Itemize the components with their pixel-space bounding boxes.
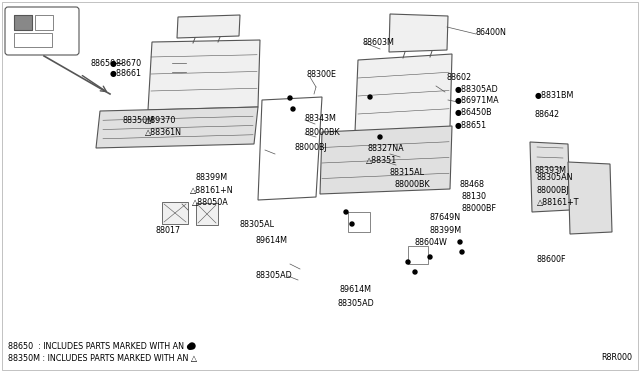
Circle shape — [413, 270, 417, 274]
Text: 88650—: 88650— — [90, 58, 123, 67]
Circle shape — [458, 240, 462, 244]
Text: ●88651: ●88651 — [455, 121, 487, 129]
Text: 88000BF: 88000BF — [462, 203, 497, 212]
Polygon shape — [148, 40, 260, 110]
Circle shape — [189, 343, 195, 349]
Text: 88305AD: 88305AD — [338, 299, 375, 308]
Text: ●88670: ●88670 — [110, 58, 142, 67]
Text: ●88661: ●88661 — [110, 68, 142, 77]
Text: 88305AN: 88305AN — [537, 173, 573, 182]
Polygon shape — [389, 14, 448, 52]
Text: 88399M: 88399M — [195, 173, 227, 182]
Text: 88343M: 88343M — [305, 113, 337, 122]
Text: 88350M : INCLUDES PARTS MARKED WITH AN △: 88350M : INCLUDES PARTS MARKED WITH AN △ — [8, 353, 197, 362]
Bar — [35, 15, 53, 30]
Text: △88050A: △88050A — [192, 198, 228, 206]
Text: ●88305AD: ●88305AD — [455, 84, 499, 93]
Text: 88000BK: 88000BK — [305, 128, 340, 137]
Text: 88604W: 88604W — [415, 237, 448, 247]
Text: ●86450B: ●86450B — [455, 108, 493, 116]
Bar — [14, 33, 52, 47]
Text: 88315AL: 88315AL — [390, 167, 425, 176]
Circle shape — [291, 107, 295, 111]
Text: 88000BJ: 88000BJ — [295, 142, 328, 151]
Text: 88305AL: 88305AL — [240, 219, 275, 228]
Bar — [408, 246, 428, 264]
Text: 88350M: 88350M — [122, 115, 154, 125]
Text: 88393M: 88393M — [535, 166, 567, 174]
Text: 88327NA: 88327NA — [368, 144, 404, 153]
Polygon shape — [320, 126, 452, 194]
Text: 88468: 88468 — [460, 180, 485, 189]
Bar — [14, 15, 32, 30]
Text: 88305AD: 88305AD — [255, 272, 292, 280]
Text: △89370: △89370 — [145, 115, 177, 125]
Text: △88161+N: △88161+N — [190, 186, 234, 195]
Text: 88000BK: 88000BK — [395, 180, 431, 189]
Text: 88300E: 88300E — [307, 70, 337, 78]
Polygon shape — [177, 15, 240, 38]
Bar — [348, 212, 370, 232]
Circle shape — [378, 135, 382, 139]
Polygon shape — [258, 97, 322, 200]
Text: 88130: 88130 — [462, 192, 487, 201]
Text: △88361N: △88361N — [145, 128, 182, 137]
Circle shape — [406, 260, 410, 264]
Text: ●8831BM: ●8831BM — [535, 90, 574, 99]
Text: 89614M: 89614M — [340, 285, 372, 295]
Circle shape — [344, 210, 348, 214]
Bar — [162, 202, 188, 224]
Bar — [14, 15, 32, 30]
Text: ●86971MA: ●86971MA — [455, 96, 500, 105]
Text: 88602: 88602 — [447, 73, 472, 81]
Text: △88351: △88351 — [366, 155, 397, 164]
Polygon shape — [568, 162, 612, 234]
Polygon shape — [530, 142, 570, 212]
Text: 88000BJ: 88000BJ — [537, 186, 570, 195]
Text: △88161+T: △88161+T — [537, 198, 579, 206]
FancyBboxPatch shape — [5, 7, 79, 55]
Text: 88600F: 88600F — [537, 256, 566, 264]
Circle shape — [460, 250, 464, 254]
Text: R8R000: R8R000 — [601, 353, 632, 362]
Text: 88603M: 88603M — [363, 38, 395, 46]
Circle shape — [288, 96, 292, 100]
Polygon shape — [96, 107, 258, 148]
Text: 86400N: 86400N — [476, 28, 507, 36]
Text: 88399M: 88399M — [430, 225, 462, 234]
Text: 87649N: 87649N — [430, 212, 461, 221]
Text: 88650  : INCLUDES PARTS MARKED WITH AN ●: 88650 : INCLUDES PARTS MARKED WITH AN ● — [8, 341, 193, 350]
Bar — [196, 203, 218, 225]
Text: 88017: 88017 — [155, 225, 180, 234]
Circle shape — [428, 255, 432, 259]
Text: 89614M: 89614M — [255, 235, 287, 244]
Text: 88642: 88642 — [535, 109, 560, 119]
Circle shape — [350, 222, 354, 226]
Circle shape — [368, 95, 372, 99]
Polygon shape — [355, 54, 452, 132]
